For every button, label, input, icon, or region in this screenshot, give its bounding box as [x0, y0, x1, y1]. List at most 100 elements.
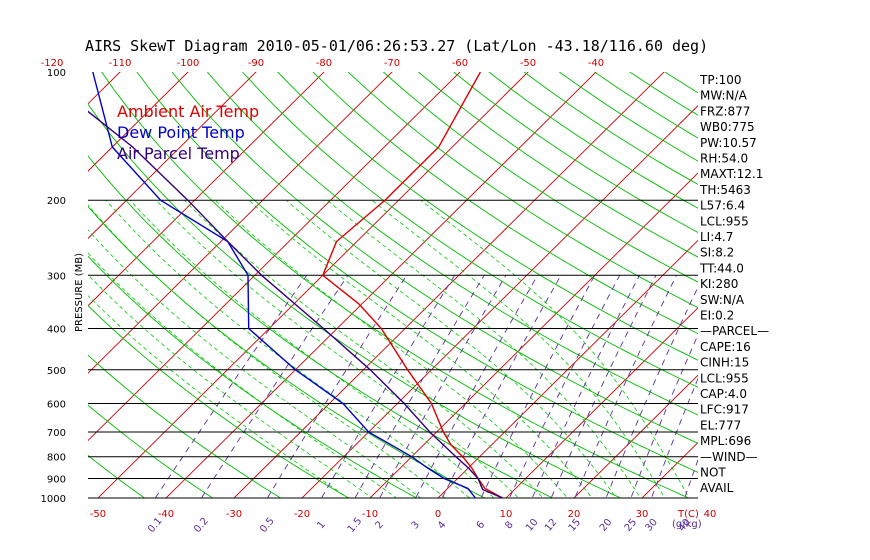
index-entry: TH:5463: [699, 183, 751, 197]
mixing-ratio-label: 0.2: [192, 516, 211, 535]
index-entry: LCL:955: [700, 214, 749, 228]
top-temp-tick: -50: [520, 58, 536, 69]
axis-ticks: -50 -40 -30 -20 -10 0 10 20 30 40T(C)-120 -110 -100…: [41, 58, 717, 535]
index-entry: EI:0.2: [700, 309, 734, 323]
profile-air-parcel-temp: [88, 110, 503, 498]
dry-adiabat-line: [418, 72, 698, 258]
moist-adiabat-line: [88, 252, 398, 498]
isotherm-line: [88, 72, 257, 240]
dry-adiabat-line: [171, 72, 698, 444]
index-entry: FRZ:877: [700, 104, 750, 118]
bottom-temp-tick: -40: [158, 509, 174, 520]
top-temp-tick: -60: [452, 58, 468, 69]
mixing-ratio-line: [354, 275, 485, 498]
profile-dew-point-temp: [92, 72, 476, 498]
bottom-temp-tick: 40: [704, 509, 717, 520]
index-entry: MPL:696: [700, 434, 751, 448]
mixing-ratio-line: [379, 275, 507, 498]
bottom-temp-tick: -50: [90, 509, 106, 520]
dry-adiabat-line: [664, 72, 698, 94]
mixing-ratio-label: 4: [436, 519, 449, 531]
pressure-tick-label: 900: [47, 475, 66, 486]
pressure-tick-label: 300: [47, 271, 66, 282]
bottom-temp-tick: 20: [568, 509, 581, 520]
isotherm-line: [437, 239, 698, 498]
index-entry: MAXT:12.1: [700, 167, 763, 181]
y-axis-label: PRESSURE (MB): [74, 253, 85, 332]
mixing-ratio-line: [415, 275, 538, 498]
legend-entry: Air Parcel Temp: [117, 144, 240, 163]
mixing-ratio-line: [480, 275, 596, 498]
dry-adiabat-line: [88, 155, 554, 498]
isotherm-line: [165, 72, 597, 498]
top-temp-tick: -90: [248, 58, 264, 69]
pressure-tick-label: 600: [47, 399, 66, 410]
mixing-ratio-line: [684, 458, 698, 498]
bottom-temp-tick: -10: [362, 509, 378, 520]
mixing-ratio-unit: (g/kg): [672, 519, 702, 530]
mixing-ratio-label: 20: [598, 517, 615, 534]
bottom-temp-tick: -20: [294, 509, 310, 520]
background-lines: [0, 63, 870, 508]
index-entry: RH:54.0: [700, 152, 748, 166]
mixing-ratio-line: [266, 275, 408, 498]
index-entry: CINH:15: [700, 356, 749, 370]
moist-adiabat-line: [371, 199, 666, 498]
dry-adiabat-line: [88, 454, 146, 498]
index-entry: NOT: [700, 466, 726, 480]
moist-adiabat-line: [129, 199, 495, 498]
index-entry: LI:4.7: [700, 230, 733, 244]
mixing-ratio-line: [550, 275, 657, 498]
index-entry: EL:777: [700, 418, 741, 432]
top-temp-tick: -80: [316, 58, 332, 69]
index-entry: CAPE:16: [700, 340, 751, 354]
pressure-tick-label: 700: [47, 428, 66, 439]
dry-adiabat-line: [488, 72, 698, 209]
moist-adiabat-line: [214, 199, 569, 498]
bottom-temp-tick: -30: [226, 509, 242, 520]
index-entry: LFC:917: [700, 403, 749, 417]
dry-adiabat-line: [383, 72, 698, 283]
dry-adiabat-line: [242, 72, 698, 388]
index-entry: CAP:4.0: [700, 387, 747, 401]
moist-adiabat-line: [326, 199, 642, 498]
dry-adiabat-line: [347, 72, 698, 309]
dry-adiabat-line: [136, 72, 698, 473]
bottom-axis-unit: T(C): [677, 509, 699, 520]
mixing-ratio-line: [154, 275, 308, 498]
index-entry: LCL:955: [700, 371, 749, 385]
isotherm-line: [769, 63, 870, 508]
pressure-tick-label: 1000: [41, 494, 66, 505]
moist-adiabat-line: [105, 199, 471, 498]
legend-entry: Dew Point Temp: [117, 123, 245, 142]
dry-adiabat-line: [88, 305, 350, 498]
isotherm-line: [88, 72, 325, 307]
top-temp-tick: -100: [177, 58, 200, 69]
mixing-ratio-label: 8: [503, 519, 516, 531]
mixing-ratio-line: [651, 377, 698, 498]
bottom-temp-tick: 10: [500, 509, 513, 520]
dry-adiabat-line: [88, 354, 282, 498]
isotherm-line: [0, 63, 62, 508]
top-temp-tick: -70: [384, 58, 400, 69]
top-temp-tick: -40: [588, 58, 604, 69]
isobars: 100 200 300 400 500 600 700 800 900 1000: [41, 68, 698, 505]
pressure-tick-label: 400: [47, 324, 66, 335]
legend: Ambient Air Temp Dew Point Temp Air Parcel…: [117, 102, 259, 163]
moist-adiabat-line: [88, 204, 446, 498]
chart-title: AIRS SkewT Diagram 2010-05-01/06:26:53.2…: [85, 37, 708, 55]
dry-adiabat-line: [206, 72, 698, 416]
isotherm-line: [573, 374, 698, 498]
mixing-ratio-line: [508, 275, 621, 498]
isotherm-line: [505, 307, 698, 498]
mixing-ratio-line: [441, 275, 562, 498]
moist-adiabat-line: [88, 229, 422, 498]
mixing-ratio-label: 0.5: [258, 516, 277, 535]
bottom-temp-tick: 0: [435, 509, 441, 520]
dry-adiabat-line: [0, 72, 20, 507]
dry-adiabat-line: [312, 72, 698, 335]
dry-adiabat-line: [101, 72, 690, 498]
legend-entry: Ambient Air Temp: [117, 102, 259, 121]
